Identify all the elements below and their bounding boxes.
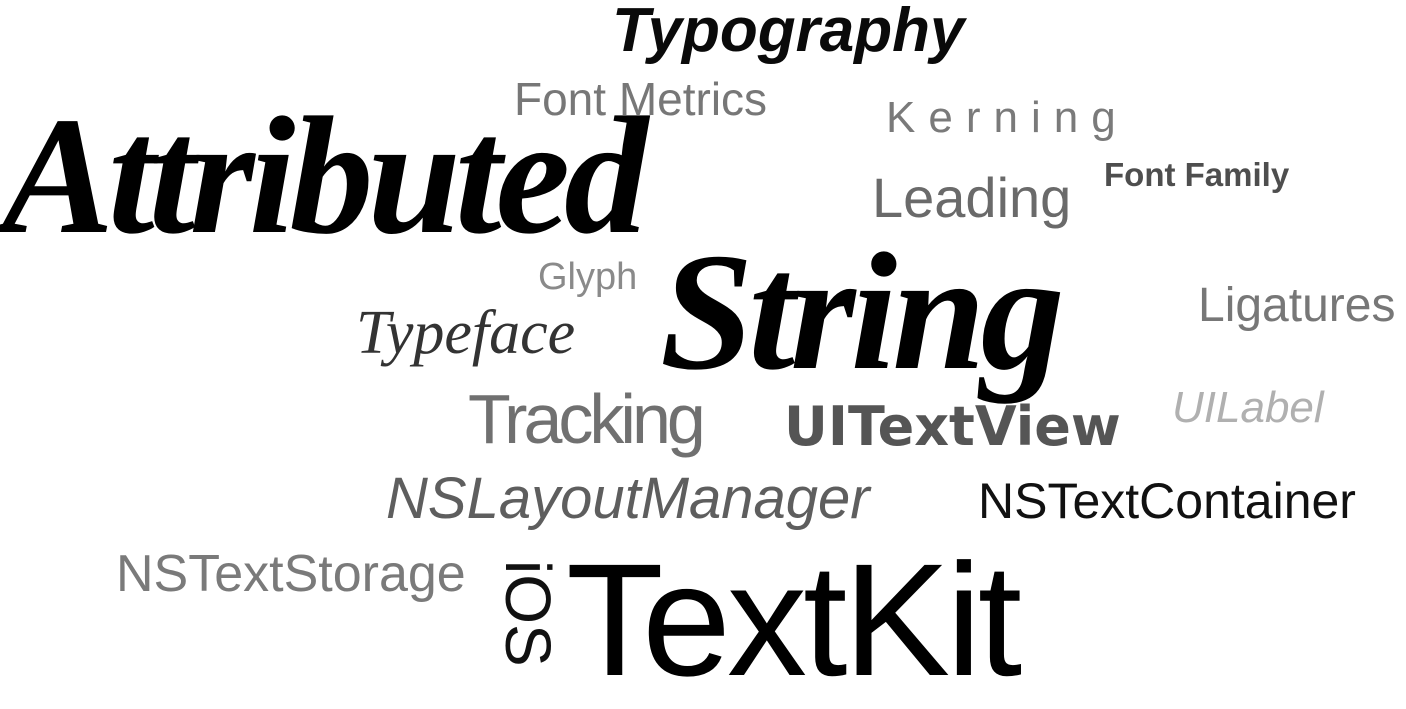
word-textkit: TextKit <box>566 530 1022 709</box>
word-nstextstorage: NSTextStorage <box>116 545 466 603</box>
word-font-family: Font Family <box>1104 156 1290 193</box>
word-ligatures: Ligatures <box>1198 279 1396 332</box>
word-uilabel: UILabel <box>1172 383 1324 432</box>
word-string: String <box>660 219 1065 405</box>
word-ios: iOS <box>492 560 564 667</box>
word-tracking: Tracking <box>468 380 706 458</box>
word-leading: Leading <box>872 166 1072 229</box>
word-kerning: Kerning <box>886 93 1129 142</box>
word-font-metrics: Font Metrics <box>514 73 768 125</box>
word-typography: Typography <box>612 0 965 65</box>
word-nslayoutmanager: NSLayoutManager <box>386 466 870 531</box>
word-attributed: Attributed <box>2 83 648 269</box>
word-nstextcontainer: NSTextContainer <box>978 473 1356 529</box>
word-uitextview: UITextView <box>784 395 1121 458</box>
word-typeface: Typeface <box>356 299 576 367</box>
word-glyph: Glyph <box>538 256 638 298</box>
